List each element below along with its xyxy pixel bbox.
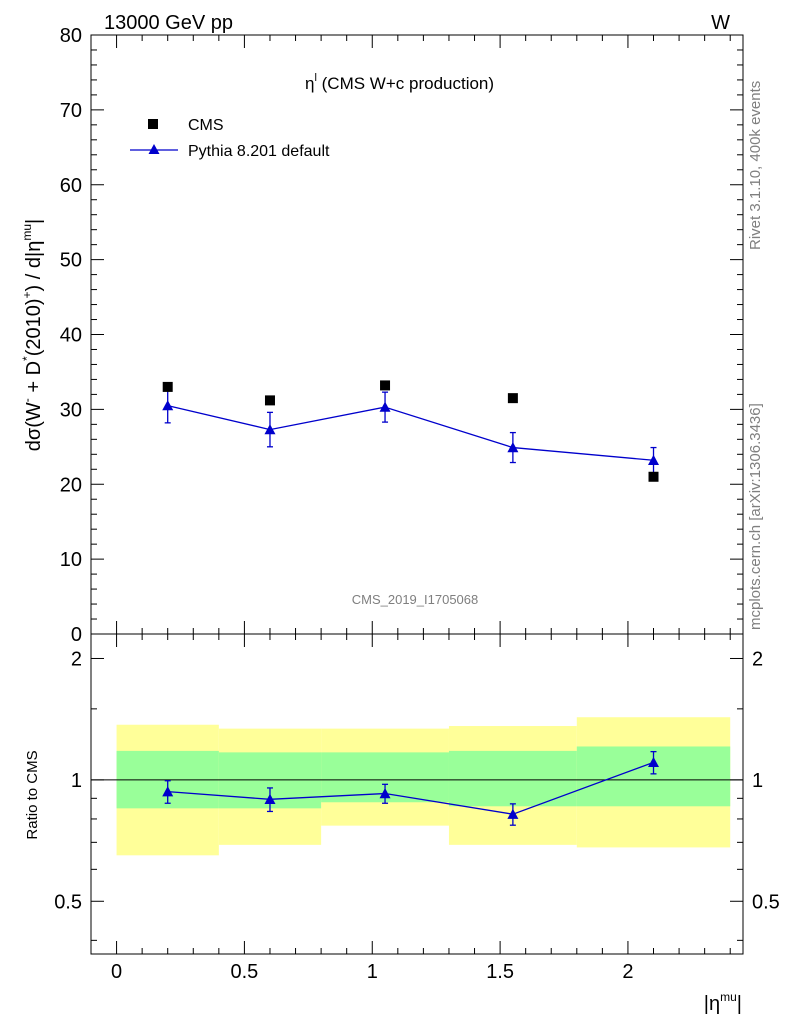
x-tick-label: 0 bbox=[111, 961, 122, 983]
x-axis-label: |ηmu| bbox=[704, 990, 742, 1015]
ratio-y-tick-label-right: 2 bbox=[752, 648, 763, 670]
y-tick-label: 30 bbox=[60, 399, 82, 421]
legend: CMS Pythia 8.201 default bbox=[130, 117, 330, 160]
ratio-panel: 0 0.5 1 1.5 2 0.5 0.5 1 1 2 2 Ratio to CMS |ηmu| bbox=[24, 633, 780, 1015]
analysis-watermark: CMS_2019_I1705068 bbox=[352, 592, 479, 607]
x-tick-label: 1.5 bbox=[486, 961, 514, 983]
pythia-point bbox=[162, 400, 174, 411]
pythia-point bbox=[379, 401, 391, 412]
ratio-point bbox=[648, 756, 660, 768]
ratio-y-tick-label-right: 1 bbox=[752, 770, 763, 792]
main-panel: ηl (CMS W+c production) CMS_2019_I170506… bbox=[20, 25, 744, 646]
y-tick-label: 10 bbox=[60, 549, 82, 571]
legend-pythia-label: Pythia 8.201 default bbox=[188, 143, 330, 160]
ratio-y-tick-label: 0.5 bbox=[54, 891, 82, 913]
pythia-point bbox=[264, 424, 276, 435]
process-label: W bbox=[711, 12, 730, 34]
ratio-point bbox=[162, 786, 174, 797]
y-tick-label: 80 bbox=[60, 25, 82, 47]
pythia-point bbox=[507, 442, 519, 453]
pythia-line bbox=[167, 404, 654, 461]
y-tick-label: 60 bbox=[60, 175, 82, 197]
ratio-y-tick-label-right: 0.5 bbox=[752, 891, 780, 913]
rivet-version-label: Rivet 3.1.10, 400k events bbox=[747, 81, 764, 250]
x-tick-label: 1 bbox=[367, 961, 378, 983]
y-tick-label: 50 bbox=[60, 250, 82, 272]
cms-data-point bbox=[264, 395, 275, 406]
ratio-point bbox=[379, 788, 391, 799]
y-tick-label: 0 bbox=[71, 624, 82, 646]
main-title: ηl (CMS W+c production) bbox=[305, 72, 494, 93]
cms-data-point bbox=[648, 471, 659, 482]
ratio-y-axis-label: Ratio to CMS bbox=[24, 750, 41, 839]
y-tick-label: 70 bbox=[60, 100, 82, 122]
y-tick-label: 40 bbox=[60, 325, 82, 347]
legend-pythia-marker bbox=[148, 144, 160, 154]
x-tick-label: 2 bbox=[622, 961, 633, 983]
ratio-point bbox=[507, 808, 519, 819]
ratio-y-tick-label: 2 bbox=[71, 648, 82, 670]
main-y-axis-label: dσ(W- + D*(2010)+) / d|ηmu| bbox=[20, 219, 45, 451]
x-tick-label: 0.5 bbox=[231, 961, 259, 983]
legend-cms-label: CMS bbox=[188, 117, 224, 134]
ratio-frame bbox=[90, 633, 744, 955]
y-tick-label: 20 bbox=[60, 474, 82, 496]
cms-data-point bbox=[507, 393, 518, 404]
energy-label: 13000 GeV pp bbox=[104, 12, 233, 34]
pythia-point bbox=[648, 454, 660, 465]
cms-data-point bbox=[162, 381, 173, 392]
mcplots-label: mcplots.cern.ch [arXiv:1306.3436] bbox=[747, 403, 764, 630]
ratio-y-tick-label: 1 bbox=[71, 770, 82, 792]
ratio-point bbox=[264, 793, 276, 804]
stat-uncertainty-band bbox=[448, 750, 577, 807]
cms-data-point bbox=[380, 380, 391, 391]
legend-cms-marker bbox=[148, 119, 158, 129]
